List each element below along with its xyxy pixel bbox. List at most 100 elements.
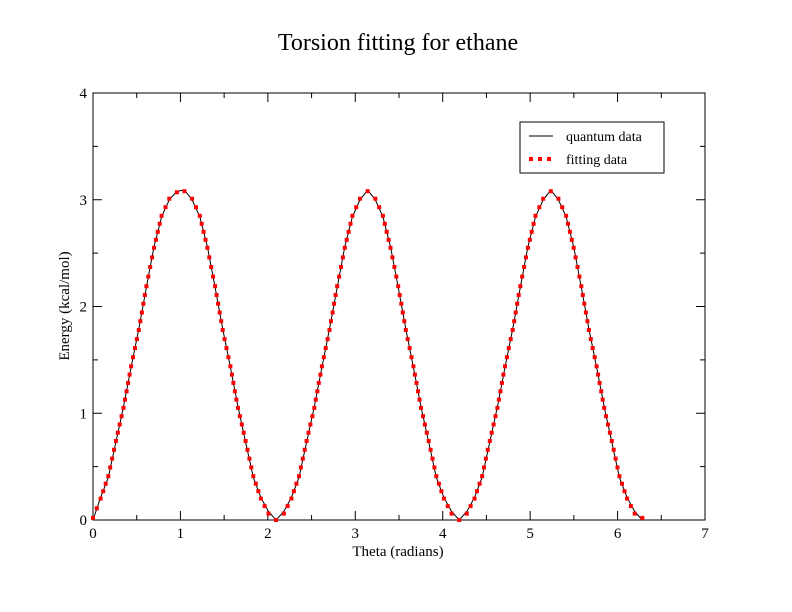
fitting-data-point [579, 284, 584, 289]
fitting-data-point [124, 389, 129, 394]
fitting-data-point [98, 496, 103, 501]
fitting-data-point [297, 474, 301, 479]
fitting-data-point [384, 229, 389, 234]
fitting-data-point [640, 515, 645, 520]
fitting-data-point [506, 346, 511, 351]
fitting-data-point [101, 489, 106, 494]
x-tick-label: 5 [526, 526, 534, 542]
fitting-data-point [234, 397, 239, 402]
fitting-data-point [94, 506, 99, 511]
fitting-data-point [430, 456, 435, 461]
fitting-data-point [597, 380, 602, 385]
fitting-data-point [617, 474, 622, 479]
fitting-data-point [209, 265, 214, 269]
fitting-data-point [241, 430, 246, 435]
fitting-data-point [144, 284, 149, 289]
fitting-data-point [518, 284, 523, 289]
fitting-data-point [400, 310, 405, 315]
fitting-data-point [606, 422, 610, 427]
fitting-data-point [274, 518, 279, 522]
fitting-data-point [628, 504, 633, 509]
legend-label-quantum: quantum data [566, 130, 643, 145]
fitting-data-point [108, 465, 113, 470]
fitting-data-point [194, 205, 198, 210]
fitting-data-point [302, 447, 307, 452]
fitting-data-point [567, 229, 572, 234]
fitting-data-point [392, 265, 397, 269]
fitting-data-point [585, 319, 590, 324]
fitting-data-point [121, 405, 126, 410]
fitting-data-point [620, 481, 624, 486]
fitting-data-point [134, 337, 139, 342]
x-tick-label: 3 [352, 526, 360, 542]
fitting-data-point [231, 380, 236, 385]
fitting-data-point [91, 515, 95, 520]
fitting-data-point [119, 414, 124, 419]
fitting-data-point [402, 319, 407, 324]
fitting-data-point [556, 196, 561, 201]
fitting-data-point [329, 319, 333, 324]
fitting-data-point [449, 511, 454, 516]
fitting-data-point [346, 229, 351, 234]
y-axis-ticks: 0 1 2 3 4 [80, 86, 705, 529]
fitting-data-point [525, 245, 530, 250]
fitting-data-point [199, 221, 204, 226]
fitting-data-point [315, 389, 320, 394]
fitting-data-point [342, 245, 347, 250]
fitting-data-point [306, 430, 311, 435]
fitting-data-point [207, 255, 212, 260]
fitting-data-point [571, 245, 576, 250]
fitting-data-point [197, 213, 202, 218]
fitting-data-point [513, 310, 518, 315]
fitting-data-point [228, 364, 233, 369]
fitting-data-point [350, 213, 355, 218]
y-axis-label: Energy (kcal/mol) [57, 251, 73, 360]
x-tick-label: 7 [701, 526, 709, 542]
fitting-data-point [266, 511, 271, 516]
fitting-data-point [501, 372, 506, 377]
fitting-data-point [155, 229, 160, 234]
fitting-data-point [123, 397, 127, 402]
fitting-data-point [142, 293, 147, 297]
fitting-data-point [253, 481, 258, 486]
fitting-data-point [436, 481, 441, 486]
fitting-data-point [163, 205, 168, 210]
fitting-data-point [464, 511, 469, 516]
fitting-data-point [239, 422, 244, 427]
fitting-data-point [399, 301, 404, 306]
fitting-data-point [573, 255, 578, 260]
fitting-data-point [457, 518, 462, 522]
fitting-data-point [416, 389, 420, 394]
fitting-data-point [441, 496, 446, 501]
fitting-data-point [596, 372, 601, 377]
fitting-data-point [405, 337, 410, 342]
fitting-data-point [236, 405, 240, 410]
fitting-data-point [625, 496, 630, 501]
fitting-data-point [613, 456, 618, 461]
fitting-data-point [527, 237, 532, 242]
fitting-data-point [533, 213, 538, 218]
fitting-data-point [333, 293, 338, 297]
fitting-data-point [586, 328, 591, 332]
fitting-data-point [289, 496, 294, 501]
fitting-data-point [157, 221, 162, 226]
fitting-data-point [600, 397, 605, 402]
fitting-data-point [249, 465, 254, 470]
fitting-data-point [607, 430, 612, 435]
fitting-data-point [201, 229, 206, 234]
x-axis-label: Theta (radians) [352, 544, 443, 560]
fitting-data-point [594, 364, 599, 369]
fitting-data-point [498, 389, 503, 394]
fitting-data-point [611, 447, 616, 452]
fitting-data-point [219, 319, 224, 324]
legend: quantum data fitting data [519, 121, 665, 174]
fitting-data-point [504, 355, 509, 360]
fitting-data-point [300, 456, 305, 461]
fitting-data-point [243, 439, 248, 443]
fitting-data-point [316, 380, 321, 385]
fitting-data-point [138, 319, 143, 324]
fitting-data-point [256, 489, 261, 494]
fitting-data-point [237, 414, 242, 419]
fitting-data-point [291, 489, 296, 494]
fitting-data-point [150, 255, 155, 260]
